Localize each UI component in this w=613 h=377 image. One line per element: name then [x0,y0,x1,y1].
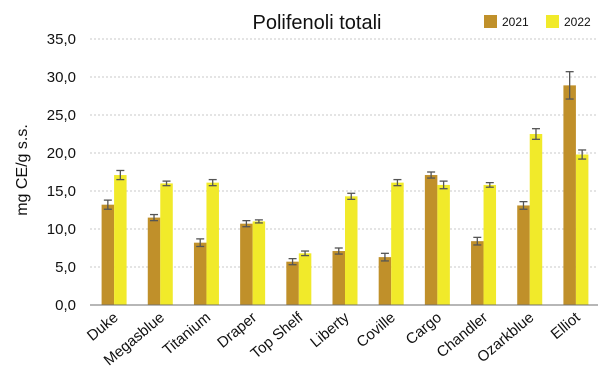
bar-2021-elliot [563,85,576,305]
x-tick-label: Titanium [159,309,214,359]
y-axis-title: mg CE/g s.s. [14,124,31,216]
bar-2022-ozarkblue [529,134,543,305]
bar-2021-ozarkblue [517,205,530,305]
bar-2022-elliot [575,154,589,305]
y-tick-label: 20,0 [47,145,76,162]
bar-2021-megasblue [147,217,161,305]
bar-2022-duke [114,175,127,305]
x-tick-label: Liberty [307,309,353,351]
legend-label: 2022 [564,15,591,29]
x-tick-label: Coville [353,309,398,351]
bars [101,71,589,305]
bar-2021-duke [101,204,115,305]
y-tick-label: 5,0 [55,259,76,276]
bar-2022-titanium [206,182,219,305]
gridlines [90,38,598,268]
y-tick-label: 25,0 [47,107,76,124]
bar-2022-chandler [483,184,497,305]
legend-label: 2021 [502,15,529,29]
bar-2021-titanium [193,242,207,305]
bar-2022-liberty [345,196,358,305]
bar-2022-draper [252,221,266,305]
y-tick-label: 15,0 [47,183,76,200]
bar-2022-top-shelf [298,253,312,305]
x-tick-label: Elliot [548,309,584,343]
legend: 2021 2022 [484,15,591,29]
x-tick-label: Top Shelf [248,309,307,363]
bar-2022-coville [391,182,404,305]
legend-swatch [484,15,497,28]
y-tick-label: 35,0 [47,31,76,48]
bar-2021-cargo [424,175,438,305]
bar-2021-coville [378,257,392,305]
x-tick-label: Cargo [403,309,445,348]
bar-2022-megasblue [160,183,173,305]
bar-2021-chandler [471,241,484,305]
y-tick-label: 0,0 [55,297,76,314]
y-tick-label: 30,0 [47,69,76,86]
bar-2021-liberty [332,251,345,305]
y-tick-label: 10,0 [47,221,76,238]
bar-2021-top-shelf [286,261,299,305]
bar-2021-draper [240,223,253,305]
bar-2022-cargo [437,184,450,305]
axes: 0,05,010,015,020,025,030,035,0DukeMegasb… [47,31,598,369]
x-tick-label: Duke [84,309,122,345]
chart-title: Polifenoli totali [253,12,382,34]
legend-swatch [546,15,559,28]
